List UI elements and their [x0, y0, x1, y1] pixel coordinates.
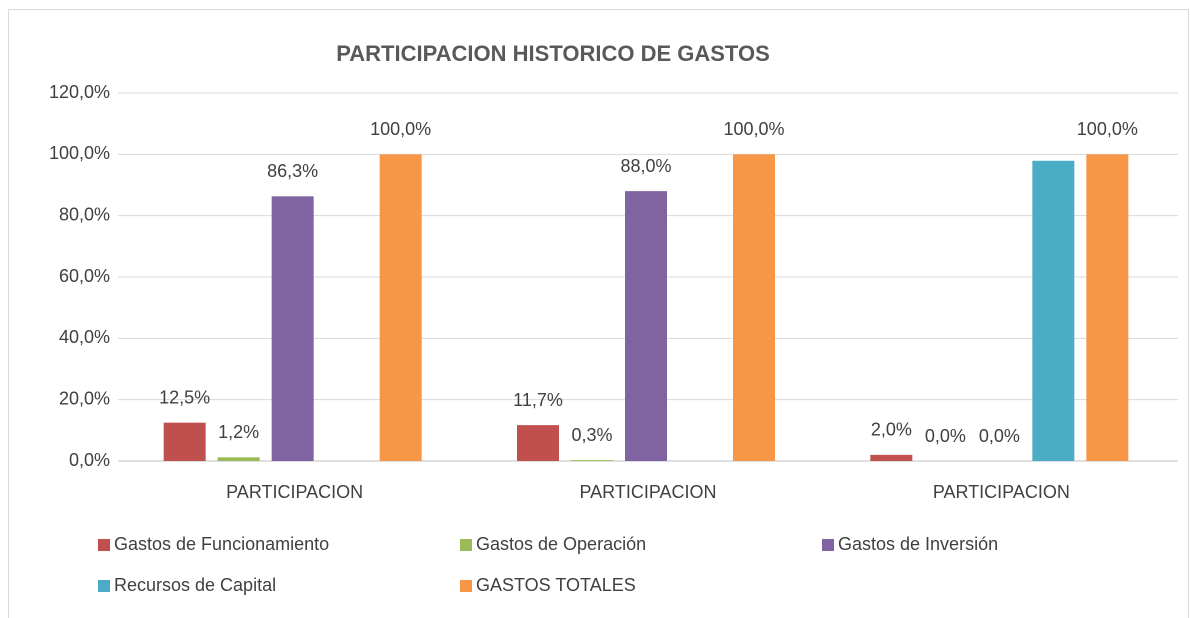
x-tick-label: PARTICIPACION [579, 482, 716, 502]
data-label: 100,0% [723, 119, 784, 139]
data-label: 100,0% [370, 119, 431, 139]
data-label: 1,2% [218, 422, 259, 442]
data-label: 11,7% [513, 390, 563, 410]
bar [517, 425, 559, 461]
y-tick-label: 100,0% [49, 143, 110, 163]
data-label: 0,0% [925, 426, 966, 446]
data-label: 100,0% [1077, 119, 1138, 139]
legend-swatch [460, 580, 472, 592]
bar [217, 457, 260, 461]
y-tick-label: 60,0% [59, 266, 110, 286]
data-label: 0,3% [571, 425, 612, 445]
legend-label: Gastos de Operación [476, 534, 646, 554]
x-tick-label: PARTICIPACION [933, 482, 1070, 502]
data-label: 86,3% [267, 161, 318, 181]
legend-swatch [98, 539, 110, 551]
data-label: 88,0% [620, 156, 671, 176]
y-tick-label: 20,0% [59, 388, 110, 408]
legend-label: Gastos de Inversión [838, 534, 998, 554]
legend-label: Gastos de Funcionamiento [114, 534, 329, 554]
bar [571, 460, 613, 461]
bar [271, 196, 314, 461]
bar [625, 191, 667, 461]
legend-label: Recursos de Capital [114, 575, 276, 595]
y-tick-label: 80,0% [59, 204, 110, 224]
data-label: 12,5% [159, 387, 210, 407]
bar [733, 154, 775, 462]
bar [1086, 154, 1129, 462]
chart-border [8, 9, 1189, 618]
data-label: 0,0% [979, 426, 1020, 446]
bar [1032, 160, 1075, 462]
legend-swatch [822, 539, 834, 551]
y-tick-label: 40,0% [59, 327, 110, 347]
data-label: 2,0% [871, 420, 912, 440]
legend-swatch [98, 580, 110, 592]
bar [870, 454, 913, 461]
legend-label: GASTOS TOTALES [476, 575, 636, 595]
bar [379, 154, 422, 462]
legend-swatch [460, 539, 472, 551]
y-tick-label: 120,0% [49, 82, 110, 102]
y-tick-label: 0,0% [69, 450, 110, 470]
x-tick-label: PARTICIPACION [226, 482, 363, 502]
bar [163, 422, 206, 461]
chart-title: PARTICIPACION HISTORICO DE GASTOS [336, 41, 770, 66]
